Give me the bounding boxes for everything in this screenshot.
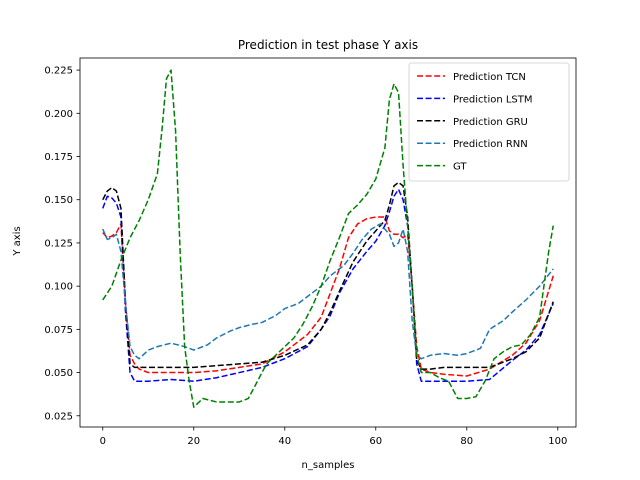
series-line-3 — [102, 223, 554, 360]
y-tick-label-3: 0.100 — [44, 282, 73, 293]
x-tick-label-4: 80 — [460, 436, 473, 447]
legend-label-1: Prediction LSTM — [453, 94, 533, 105]
legend-label-3: Prediction RNN — [453, 139, 528, 150]
y-tick-label-2: 0.075 — [44, 325, 73, 336]
legend-box — [408, 62, 570, 182]
series-line-0 — [102, 216, 554, 377]
x-tick-label-5: 100 — [548, 436, 567, 447]
x-tick-label-1: 20 — [187, 436, 200, 447]
axes-layer: 0 20 40 60 80 100 0.025 0.050 0.075 0.100 0.125 0.1… — [44, 57, 577, 447]
y-axis-title: Y axis — [12, 226, 23, 256]
legend-label-0: Prediction TCN — [453, 72, 526, 83]
y-tick-label-5: 0.150 — [44, 195, 73, 206]
legend-label-2: Prediction GRU — [453, 117, 528, 128]
series-line-1 — [102, 188, 554, 382]
x-tick-label-0: 0 — [100, 436, 106, 447]
y-tick-label-6: 0.175 — [44, 152, 73, 163]
y-tick-label-0: 0.025 — [44, 411, 73, 422]
axes-frame — [79, 57, 577, 428]
y-tick-label-7: 0.200 — [44, 109, 73, 120]
x-axis-title: n_samples — [302, 460, 355, 471]
chart-title: Prediction in test phase Y axis — [238, 38, 418, 52]
legend-label-4: GT — [453, 162, 467, 173]
x-tick-label-2: 40 — [278, 436, 291, 447]
x-tick-label-3: 60 — [369, 436, 382, 447]
legend: Prediction TCN Prediction LSTM Prediction … — [408, 62, 570, 182]
series-layer — [102, 69, 554, 408]
y-tick-label-8: 0.225 — [44, 66, 73, 77]
y-tick-label-4: 0.125 — [44, 238, 73, 249]
series-line-2 — [102, 181, 554, 370]
y-tick-label-1: 0.050 — [44, 368, 73, 379]
